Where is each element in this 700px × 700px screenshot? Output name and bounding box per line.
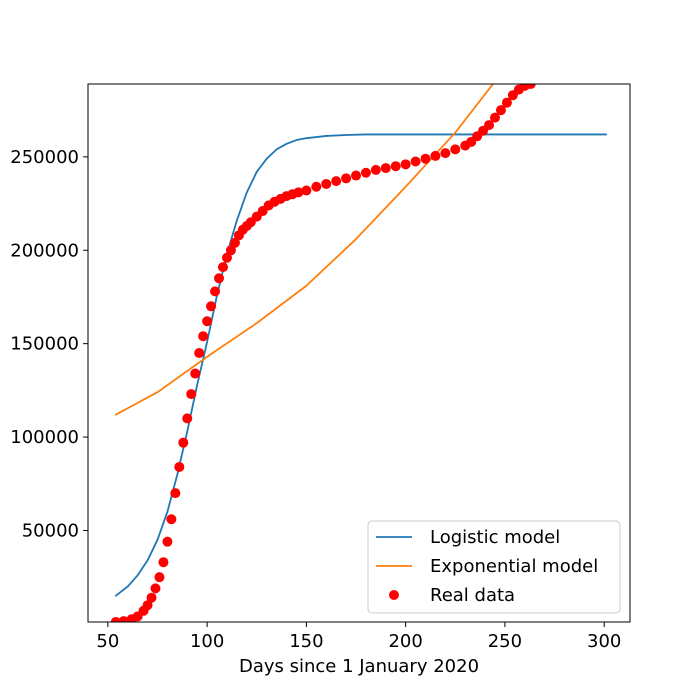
legend-label-real-data: Real data [430,585,515,606]
real-data-point [495,105,506,116]
real-data-point [293,187,304,198]
real-data-point [142,600,153,611]
real-data-point [166,514,177,525]
real-data-point [186,389,197,400]
exponential-model-line [114,84,494,416]
legend-box [367,520,621,614]
legend: Logistic model Exponential model Real data [367,520,621,614]
real-data-point [210,286,221,297]
real-data-point [311,181,322,192]
real-data-point [214,273,225,284]
real-data-point [341,173,352,184]
plot-area [110,84,608,622]
real-data-point [178,437,189,448]
real-data-point [174,461,185,472]
y-tick-label: 250000 [10,147,79,168]
legend-marker-real-data [389,590,399,600]
real-data-point [410,156,421,167]
real-data-point [229,237,240,248]
real-data-point [221,252,232,263]
x-tick-label: 200 [388,631,422,652]
legend-label-exponential-model: Exponential model [430,556,598,577]
real-data-point [170,488,181,499]
real-data-point [110,617,121,622]
y-tick-label: 50000 [22,520,79,541]
real-data-point [150,583,161,594]
real-data-point [202,316,213,327]
real-data-point [370,164,381,175]
real-data-point [194,348,205,358]
real-data-point [430,150,441,161]
real-data-point [162,536,173,547]
real-data-point [218,262,229,273]
real-data-point [420,153,431,164]
x-tick-label: 150 [289,631,323,652]
real-data-point [331,176,342,187]
real-data-point [158,557,169,568]
real-data-point [198,331,209,342]
real-data-point [321,178,332,189]
x-tick-label: 300 [587,631,621,652]
real-data-point [525,84,536,89]
real-data-point [489,112,500,123]
x-axis: 50 100 150 200 250 300 [96,622,621,652]
real-data-point [118,616,129,622]
y-tick-label: 100000 [10,427,79,448]
real-data-point [440,148,451,159]
y-tick-label: 150000 [10,334,79,355]
x-tick-label: 250 [488,631,522,652]
real-data-point [400,159,411,170]
real-data-point [301,185,312,196]
y-axis: 50000 100000 150000 200000 250000 [10,147,88,541]
real-data-point [360,167,371,178]
y-tick-label: 200000 [10,240,79,261]
real-data-point [390,161,401,172]
x-axis-label: Days since 1 January 2020 [239,656,479,677]
plot-frame [87,83,631,623]
real-data-point [484,120,495,131]
real-data-point [351,170,362,181]
real-data-point [501,97,512,108]
real-data-point [206,301,217,312]
real-data-point [182,413,193,424]
real-data-point [190,368,201,379]
legend-label-logistic-model: Logistic model [430,527,560,548]
real-data-point [380,163,391,174]
x-tick-label: 50 [96,631,119,652]
real-data-point [154,572,165,583]
real-data-point [146,592,157,603]
x-tick-label: 100 [190,631,224,652]
real-data-point [225,245,236,256]
real-data-point [450,144,461,155]
logistic-model-line [114,133,608,597]
